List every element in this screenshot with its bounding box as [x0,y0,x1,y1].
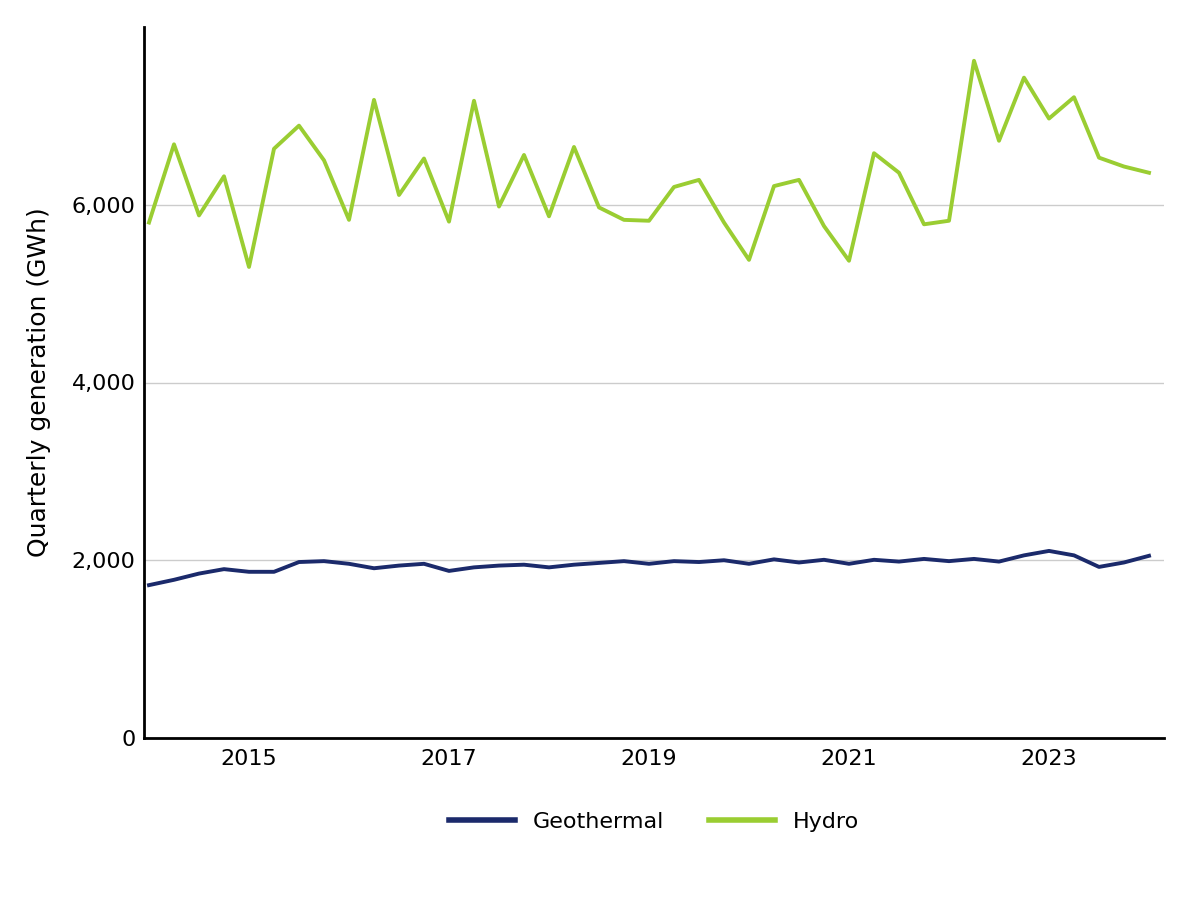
Hydro [942,215,956,226]
Hydro [142,217,156,228]
Hydro [892,167,906,178]
Geothermal [367,562,382,573]
Hydro [967,56,982,67]
Hydro [541,211,556,221]
Hydro [742,255,756,266]
Geothermal [342,558,356,569]
Geothermal [967,554,982,564]
Hydro [1092,152,1106,163]
Hydro [467,95,481,106]
Geothermal [866,554,881,565]
Geothermal [767,554,781,565]
Hydro [492,201,506,212]
Hydro [317,155,331,166]
Hydro [442,216,456,227]
Hydro [1117,161,1132,172]
Geothermal [1042,545,1056,556]
Geothermal [1067,550,1081,561]
Geothermal [266,566,281,577]
Hydro [266,143,281,154]
Geothermal [617,555,631,566]
Geothermal [1092,562,1106,572]
Hydro [792,175,806,185]
Geothermal [541,562,556,572]
Geothermal [317,555,331,566]
Geothermal [241,566,256,577]
Geothermal [991,556,1006,567]
Geothermal [1117,557,1132,568]
Geothermal [442,565,456,576]
Hydro [917,219,931,230]
Geothermal [792,557,806,568]
Geothermal [592,557,606,568]
Hydro [391,190,406,201]
Geothermal [167,574,181,585]
Geothermal [566,559,581,570]
Hydro [241,262,256,273]
Hydro [1042,113,1056,124]
Hydro [1141,167,1156,178]
Hydro [517,149,532,160]
Hydro [416,153,431,164]
Hydro [642,215,656,226]
Geothermal [742,558,756,569]
Hydro [817,220,832,231]
Geothermal [292,556,306,567]
Hydro [667,182,682,193]
Geothermal [716,554,731,566]
Geothermal [517,559,532,570]
Geothermal [217,563,232,574]
Hydro [691,175,706,185]
Hydro [342,214,356,225]
Hydro [716,217,731,228]
Geothermal [667,555,682,566]
Geothermal [917,554,931,564]
Geothermal [1141,551,1156,562]
Line: Geothermal: Geothermal [149,551,1148,585]
Hydro [841,256,856,266]
Hydro [167,139,181,149]
Geothermal [467,562,481,572]
Hydro [767,181,781,192]
Hydro [292,121,306,131]
Y-axis label: Quarterly generation (GWh): Quarterly generation (GWh) [26,208,50,557]
Geothermal [391,560,406,571]
Geothermal [492,560,506,571]
Geothermal [942,555,956,566]
Legend: Geothermal, Hydro: Geothermal, Hydro [439,803,869,841]
Geothermal [192,568,206,579]
Hydro [866,148,881,158]
Geothermal [416,558,431,569]
Geothermal [642,558,656,569]
Hydro [566,141,581,152]
Hydro [617,214,631,225]
Geothermal [841,558,856,569]
Hydro [192,210,206,220]
Hydro [367,94,382,105]
Hydro [592,202,606,212]
Hydro [217,171,232,182]
Geothermal [892,556,906,567]
Geothermal [142,580,156,590]
Geothermal [691,556,706,567]
Geothermal [817,554,832,565]
Hydro [991,135,1006,146]
Line: Hydro: Hydro [149,61,1148,267]
Hydro [1067,92,1081,103]
Geothermal [1016,550,1031,561]
Hydro [1016,72,1031,83]
